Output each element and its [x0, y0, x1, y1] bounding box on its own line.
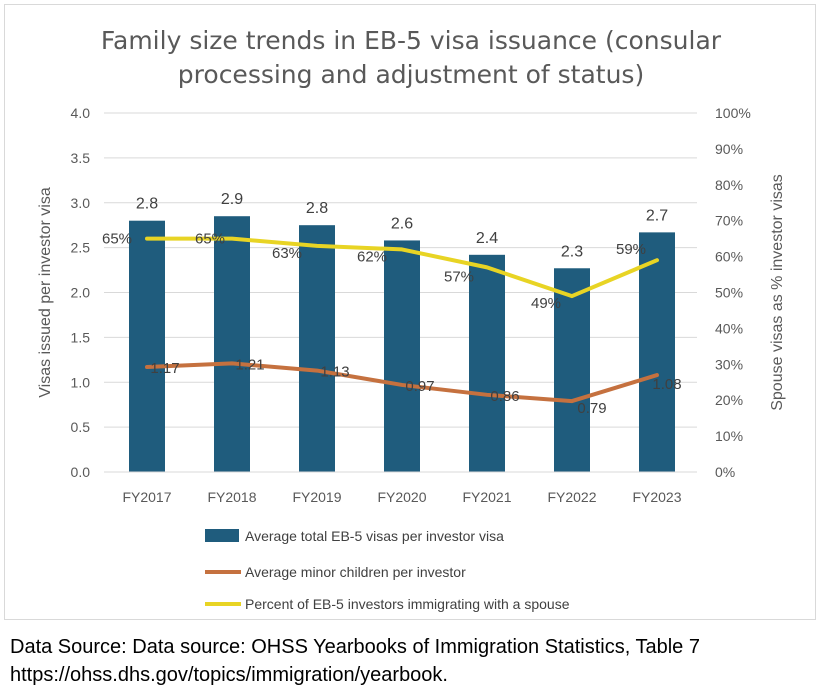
- children-data-label: 1.21: [235, 356, 264, 373]
- bar: [384, 240, 420, 472]
- left-axis-tick-label: 4.0: [71, 105, 91, 121]
- bar: [639, 232, 675, 472]
- x-axis-tick-label: FY2021: [462, 489, 511, 505]
- x-axis-tick-label: FY2017: [122, 489, 171, 505]
- bar-data-label: 2.7: [646, 207, 668, 224]
- legend-label: Average total EB-5 visas per investor vi…: [245, 528, 504, 544]
- minor-children-line: [145, 361, 659, 404]
- legend-swatch: [205, 529, 239, 542]
- legend-label: Average minor children per investor: [245, 564, 466, 580]
- right-axis-tick-label: 80%: [715, 177, 743, 193]
- children-data-label: 1.17: [150, 360, 179, 377]
- chart-svg: 0.0 0.5 1.0 1.5 2.0 2.5 3.0 3.5 4.0 0% 10% 20% 30% 40…: [37, 105, 786, 612]
- children-data-label: 1.08: [652, 376, 681, 393]
- right-axis-tick-label: 70%: [715, 213, 743, 229]
- legend-label: Percent of EB-5 investors immigrating wi…: [245, 596, 570, 612]
- data-source-line: Data Source: Data source: OHSS Yearbooks…: [10, 636, 700, 658]
- left-axis-tick-label: 3.5: [71, 150, 91, 166]
- bar: [469, 254, 505, 472]
- spouse-data-label: 65%: [102, 231, 132, 248]
- chart-title-line-1: Family size trends in EB-5 visa issuance…: [100, 26, 722, 55]
- bar-data-label: 2.4: [476, 230, 498, 247]
- spouse-percent-line: [145, 236, 659, 299]
- left-axis-tick-label: 3.0: [71, 195, 91, 211]
- x-axis-tick-label: FY2020: [377, 489, 426, 505]
- bar-data-label: 2.6: [391, 215, 413, 232]
- bar: [129, 220, 165, 472]
- chart-title-line-2: processing and adjustment of status): [177, 60, 645, 89]
- right-axis-tick-label: 100%: [715, 105, 751, 121]
- right-axis-tick-label: 30%: [715, 356, 743, 372]
- data-source-url: https://ohss.dhs.gov/topics/immigration/…: [10, 664, 448, 686]
- bar: [554, 268, 590, 472]
- x-axis-tick-label: FY2018: [207, 489, 256, 505]
- spouse-data-label: 65%: [195, 231, 225, 248]
- right-axis-tick-label: 10%: [715, 428, 743, 444]
- left-axis-tick-label: 2.5: [71, 240, 91, 256]
- bar: [299, 225, 335, 472]
- left-axis-tick-label: 0.0: [71, 464, 91, 480]
- bar-data-label: 2.8: [136, 196, 158, 213]
- right-axis-tick-label: 20%: [715, 392, 743, 408]
- spouse-data-label: 57%: [444, 268, 474, 285]
- x-axis-tick-label: FY2023: [632, 489, 681, 505]
- right-axis-tick-label: 60%: [715, 249, 743, 265]
- spouse-data-label: 63%: [272, 245, 302, 262]
- left-axis-tick-label: 2.0: [71, 285, 91, 301]
- left-axis-tick-label: 0.5: [71, 419, 91, 435]
- spouse-data-label: 49%: [531, 295, 561, 312]
- right-axis-tick-label: 0%: [715, 464, 735, 480]
- right-axis-tick-label: 50%: [715, 285, 743, 301]
- bar-data-label: 2.9: [221, 191, 243, 208]
- right-axis-tick-label: 40%: [715, 320, 743, 336]
- children-data-label: 0.86: [490, 388, 519, 405]
- x-axis-tick-label: FY2022: [547, 489, 596, 505]
- bar: [214, 216, 250, 472]
- bar-data-label: 2.8: [306, 200, 328, 217]
- spouse-data-label: 59%: [616, 241, 646, 258]
- children-data-label: 1.13: [320, 364, 349, 381]
- children-data-label: 0.97: [405, 378, 434, 395]
- left-axis-tick-label: 1.0: [71, 374, 91, 390]
- left-axis-title: Visas issued per investor visa: [37, 187, 54, 398]
- bar-data-label: 2.3: [561, 243, 583, 260]
- x-axis-tick-label: FY2019: [292, 489, 341, 505]
- children-data-label: 0.79: [577, 400, 606, 417]
- left-axis-tick-label: 1.5: [71, 329, 91, 345]
- right-axis-title: Spouse visas as % investor visas: [769, 174, 786, 411]
- spouse-data-label: 62%: [357, 248, 387, 265]
- right-axis-tick-label: 90%: [715, 141, 743, 157]
